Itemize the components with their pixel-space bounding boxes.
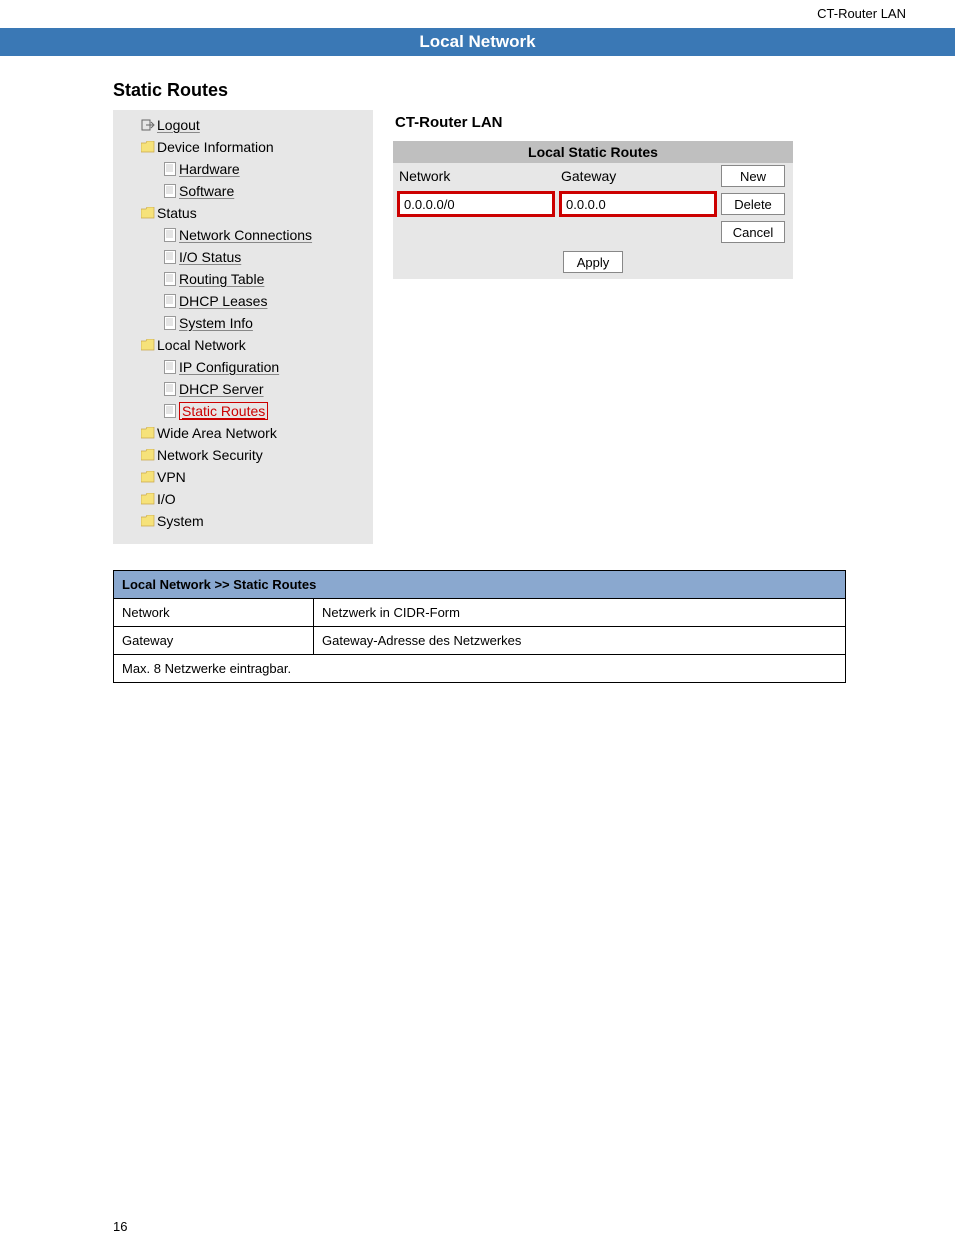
section-title: Static Routes — [113, 80, 228, 101]
nav-item-label: VPN — [157, 469, 186, 485]
nav-item-label: I/O — [157, 491, 176, 507]
nav-item-routing-table[interactable]: Routing Table — [117, 268, 369, 290]
routes-section-header: Local Static Routes — [393, 141, 793, 163]
page-icon — [161, 316, 179, 330]
table-row: Max. 8 Netzwerke eintragbar. — [114, 655, 846, 683]
folder-icon — [139, 141, 157, 153]
nav-item-device-information[interactable]: Device Information — [117, 136, 369, 158]
nav-item-label: Routing Table — [179, 271, 264, 287]
nav-item-label: Network Connections — [179, 227, 312, 243]
nav-item-label: Logout — [157, 117, 200, 133]
page-icon — [161, 272, 179, 286]
nav-item-system-info[interactable]: System Info — [117, 312, 369, 334]
page-icon — [161, 250, 179, 264]
page-icon — [161, 404, 179, 418]
nav-item-dhcp-server[interactable]: DHCP Server — [117, 378, 369, 400]
nav-item-status[interactable]: Status — [117, 202, 369, 224]
nav-item-ip-configuration[interactable]: IP Configuration — [117, 356, 369, 378]
page-icon — [161, 360, 179, 374]
nav-item-wide-area-network[interactable]: Wide Area Network — [117, 422, 369, 444]
routes-input-row: 0.0.0.0/0 0.0.0.0 Delete — [393, 189, 793, 219]
page-icon — [161, 184, 179, 198]
nav-item-network-connections[interactable]: Network Connections — [117, 224, 369, 246]
info-table-title: Local Network >> Static Routes — [114, 571, 846, 599]
product-label: CT-Router LAN — [817, 6, 906, 21]
info-val-0: Netzwerk in CIDR-Form — [314, 599, 846, 627]
folder-icon — [139, 449, 157, 461]
content-title: CT-Router LAN — [393, 110, 793, 141]
info-table: Local Network >> Static Routes Network N… — [113, 570, 846, 683]
nav-item-label: System Info — [179, 315, 253, 331]
page-icon — [161, 294, 179, 308]
folder-icon — [139, 471, 157, 483]
folder-icon — [139, 493, 157, 505]
nav-item-label: Device Information — [157, 139, 274, 155]
nav-item-local-network[interactable]: Local Network — [117, 334, 369, 356]
nav-item-label: DHCP Leases — [179, 293, 267, 309]
new-button[interactable]: New — [721, 165, 785, 187]
nav-item-dhcp-leases[interactable]: DHCP Leases — [117, 290, 369, 312]
nav-item-label: Network Security — [157, 447, 263, 463]
page-icon — [161, 228, 179, 242]
nav-item-vpn[interactable]: VPN — [117, 466, 369, 488]
nav-item-label: IP Configuration — [179, 359, 279, 375]
folder-icon — [139, 427, 157, 439]
info-val-1: Gateway-Adresse des Netzwerkes — [314, 627, 846, 655]
gateway-input[interactable]: 0.0.0.0 — [559, 191, 717, 217]
info-footer: Max. 8 Netzwerke eintragbar. — [114, 655, 846, 683]
col-network-label: Network — [397, 168, 555, 184]
table-row: Network Netzwerk in CIDR-Form — [114, 599, 846, 627]
nav-tree: Logout Device Information Hardware Software… — [113, 110, 373, 544]
nav-item-label: DHCP Server — [179, 381, 264, 397]
cancel-button[interactable]: Cancel — [721, 221, 785, 243]
nav-item-static-routes[interactable]: Static Routes — [117, 400, 369, 422]
info-key-1: Gateway — [114, 627, 314, 655]
nav-item-logout[interactable]: Logout — [117, 114, 369, 136]
nav-item-i-o[interactable]: I/O — [117, 488, 369, 510]
apply-row: Apply — [393, 245, 793, 275]
folder-icon — [139, 339, 157, 351]
nav-item-label: Local Network — [157, 337, 246, 353]
table-row: Gateway Gateway-Adresse des Netzwerkes — [114, 627, 846, 655]
nav-item-label: Hardware — [179, 161, 240, 177]
nav-item-label: System — [157, 513, 204, 529]
nav-item-label: I/O Status — [179, 249, 241, 265]
nav-item-i-o-status[interactable]: I/O Status — [117, 246, 369, 268]
page-number: 16 — [113, 1219, 127, 1234]
network-input[interactable]: 0.0.0.0/0 — [397, 191, 555, 217]
routes-labels-row: Network Gateway New — [393, 163, 793, 189]
col-gateway-label: Gateway — [559, 168, 717, 184]
nav-item-system[interactable]: System — [117, 510, 369, 532]
nav-item-label: Software — [179, 183, 234, 199]
folder-icon — [139, 207, 157, 219]
content-panel: CT-Router LAN Local Static Routes Networ… — [393, 110, 793, 279]
exit-icon — [139, 119, 157, 131]
routes-cancel-row: Cancel — [393, 219, 793, 245]
page-title-bar: Local Network — [0, 28, 955, 56]
delete-button[interactable]: Delete — [721, 193, 785, 215]
info-key-0: Network — [114, 599, 314, 627]
screenshot-region: Logout Device Information Hardware Software… — [113, 110, 813, 544]
nav-item-hardware[interactable]: Hardware — [117, 158, 369, 180]
page-icon — [161, 162, 179, 176]
page-title: Local Network — [419, 32, 535, 51]
nav-item-label: Wide Area Network — [157, 425, 277, 441]
nav-item-label: Status — [157, 205, 197, 221]
nav-item-network-security[interactable]: Network Security — [117, 444, 369, 466]
folder-icon — [139, 515, 157, 527]
apply-button[interactable]: Apply — [563, 251, 623, 273]
nav-item-label: Static Routes — [179, 402, 268, 420]
nav-item-software[interactable]: Software — [117, 180, 369, 202]
page-icon — [161, 382, 179, 396]
